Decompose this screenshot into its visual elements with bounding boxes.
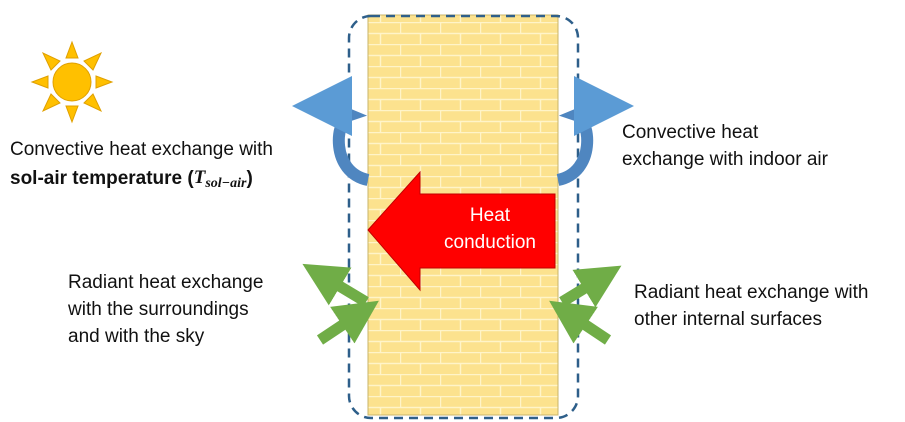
subscript: sol−air (204, 176, 247, 191)
label: other internal surfaces (634, 309, 822, 330)
label: and with the sky (68, 326, 205, 347)
label: Convective heat (622, 122, 759, 143)
label: Radiant heat exchange (68, 272, 263, 293)
label: with the surroundings (67, 299, 249, 320)
label: ) (247, 168, 253, 189)
sun (32, 42, 112, 122)
label: sol-air temperature ( (10, 168, 194, 189)
label: sol-air temperature (Tsol−air) (10, 167, 253, 191)
label: Radiant heat exchange with (634, 282, 869, 303)
label: Heat (470, 205, 511, 226)
label: conduction (444, 232, 536, 253)
diagram: Heat conduction Convective heat exchange… (0, 0, 905, 422)
radiation-arrow (320, 316, 356, 340)
radiation-arrow (326, 278, 366, 302)
label: exchange with indoor air (622, 149, 829, 170)
radiation-arrow (562, 280, 598, 302)
convection-arrow (558, 106, 598, 180)
label: Convective heat exchange with (10, 139, 273, 160)
